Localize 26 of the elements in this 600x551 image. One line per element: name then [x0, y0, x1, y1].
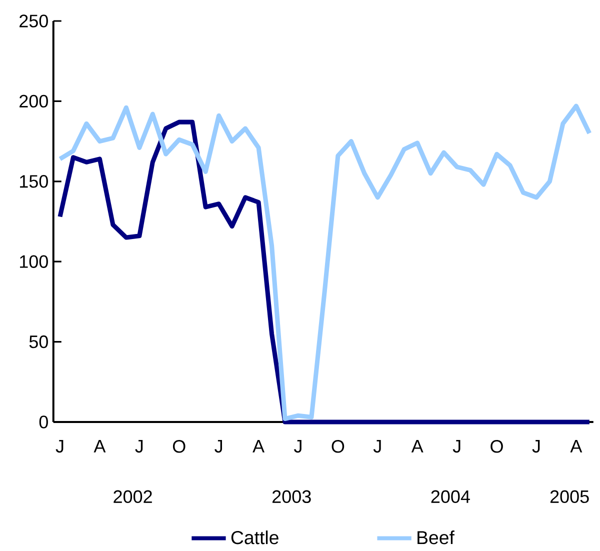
x-tick-label: J — [452, 440, 460, 452]
x-tick-label: J — [214, 440, 222, 452]
text: 2003 — [272, 490, 311, 503]
x-tick-label: A — [411, 440, 424, 452]
text: 2005 — [550, 490, 589, 503]
x-tick-label: J — [532, 440, 540, 452]
x-tick-label: O — [332, 440, 344, 453]
x-tick-label: J — [373, 440, 381, 452]
x-tick-label: O — [490, 440, 503, 453]
y-tick-label: 250 — [20, 14, 48, 28]
legend-label: Beef — [418, 530, 454, 544]
y-tick-label: 150 — [20, 174, 48, 188]
y-tick-label: 100 — [20, 255, 48, 268]
y-tick-label: 0 — [39, 415, 48, 428]
text: 2002 — [114, 490, 152, 503]
text: 2004 — [431, 490, 470, 503]
x-tick-label: J — [135, 440, 143, 452]
x-tick-label: O — [172, 440, 186, 453]
y-tick-label: 200 — [20, 94, 48, 108]
legend-label: Cattle — [231, 530, 278, 544]
x-tick-label: J — [56, 440, 64, 452]
x-tick-label: A — [252, 440, 265, 452]
x-tick-label: A — [570, 440, 582, 452]
x-tick-label: A — [94, 440, 106, 452]
x-tick-label: J — [294, 440, 302, 452]
y-tick-label: 50 — [29, 335, 48, 348]
